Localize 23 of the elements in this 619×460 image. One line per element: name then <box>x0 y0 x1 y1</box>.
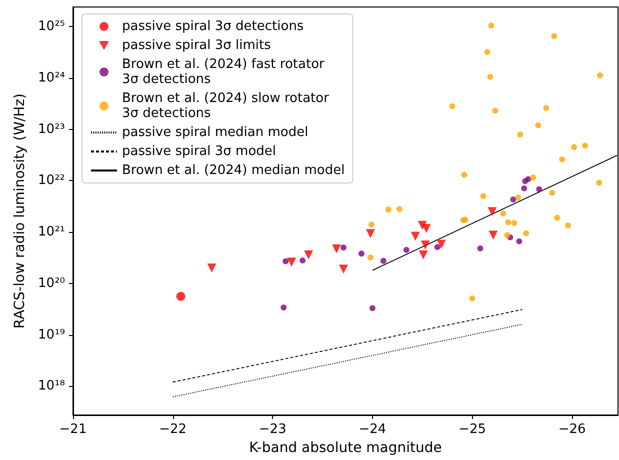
legend-label: passive spiral 3σ limits <box>122 38 272 53</box>
x-tick-label: −23 <box>258 422 286 437</box>
x-axis-title: K-band absolute magnitude <box>249 440 442 456</box>
y-tick-label: 10²² <box>38 173 65 188</box>
x-tick-label: −24 <box>358 422 386 437</box>
y-tick-label: 10¹⁸ <box>38 378 65 394</box>
y-tick-label: 10²⁴ <box>38 70 65 86</box>
y-tick-label: 10²³ <box>38 122 65 137</box>
legend-label: Brown et al. (2024) slow rotator 3σ detections <box>122 91 330 121</box>
legend-label: Brown et al. (2024) fast rotator 3σ detections <box>122 57 326 87</box>
y-tick-label: 10¹⁹ <box>38 327 65 342</box>
y-tick-label: 10²¹ <box>38 224 65 240</box>
legend-label: Brown et al. (2024) median model <box>122 163 345 178</box>
y-tick-label: 10²⁵ <box>38 19 65 34</box>
x-tick-label: −26 <box>558 422 586 437</box>
y-axis-title: RACS-low radio luminosity (W/Hz) <box>12 93 28 329</box>
legend-label: passive spiral median model <box>122 125 308 140</box>
y-tick-label: 10²⁰ <box>38 276 65 291</box>
x-tick-label: −22 <box>159 422 187 437</box>
x-tick-label: −25 <box>458 422 486 437</box>
x-tick-label: −21 <box>59 422 87 437</box>
legend-label: passive spiral 3σ model <box>122 144 276 159</box>
legend-label: passive spiral 3σ detections <box>122 19 304 34</box>
